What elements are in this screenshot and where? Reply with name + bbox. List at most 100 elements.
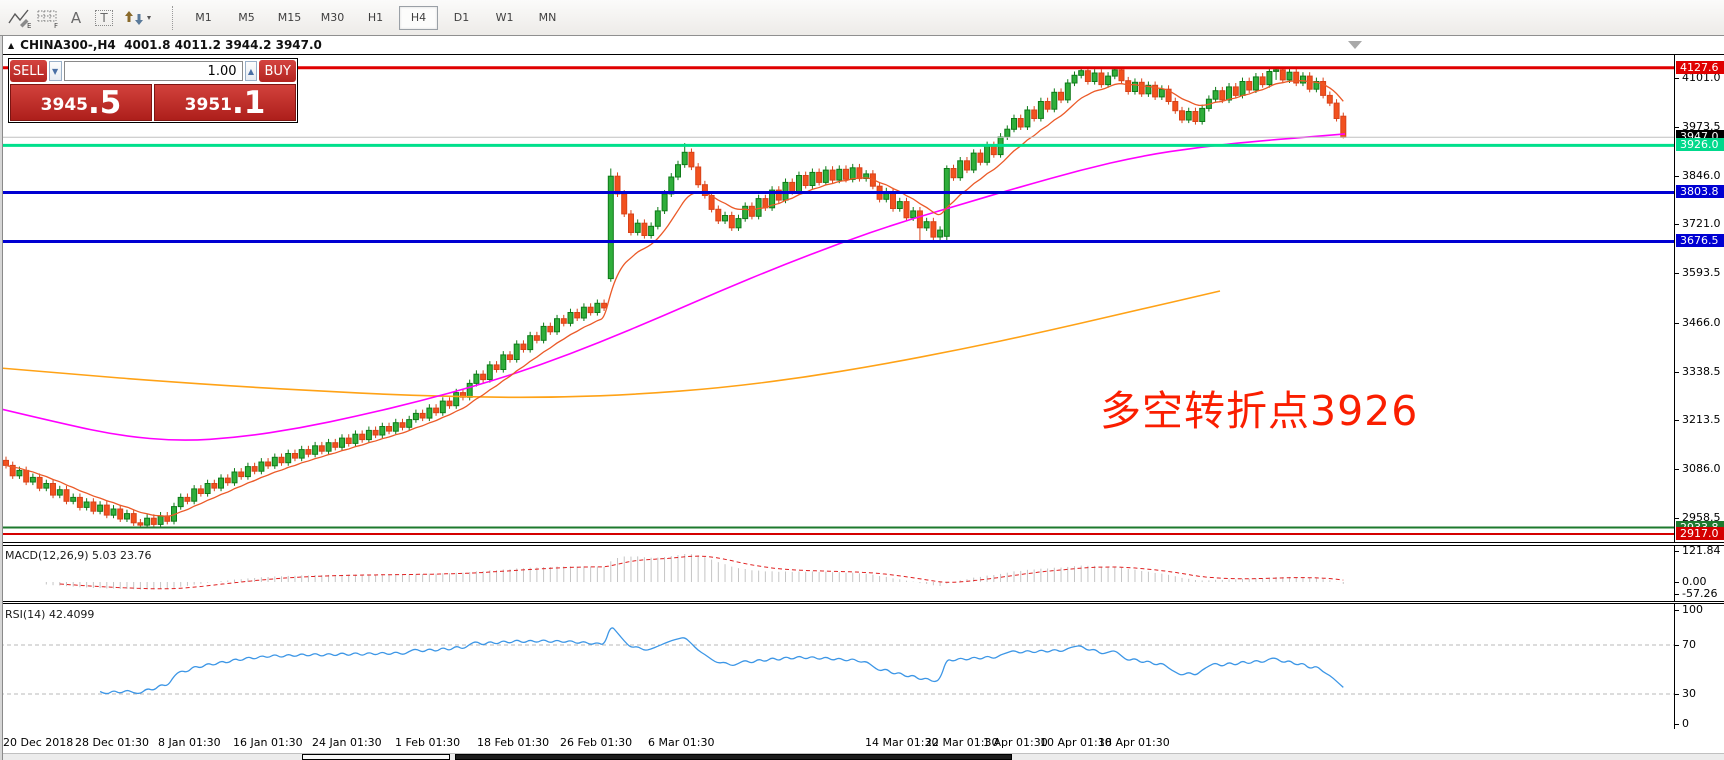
timeframe-button-M30[interactable]: M30 bbox=[320, 11, 345, 24]
rsi-plot[interactable] bbox=[0, 604, 1674, 729]
price-chart-plot[interactable] bbox=[0, 55, 1674, 542]
candle-down bbox=[762, 198, 769, 209]
candle-down bbox=[1044, 101, 1051, 110]
price-axis[interactable]: 4101.0 3973.5 3846.0 3721.0 3593.5 3466.0 3338… bbox=[1674, 55, 1724, 542]
candle-up bbox=[1286, 71, 1293, 81]
candle-up bbox=[937, 229, 944, 238]
chart-title-bar[interactable]: ▲ CHINA300-,H4 4001.8 4011.2 3944.2 3947.… bbox=[0, 36, 1724, 55]
candle-up bbox=[984, 144, 991, 163]
candle-down bbox=[856, 167, 863, 180]
axis-tick-dash bbox=[1675, 582, 1679, 583]
candle-up bbox=[1037, 101, 1044, 119]
candle-down bbox=[802, 175, 809, 186]
candle-down bbox=[533, 335, 540, 341]
ask-price-box[interactable]: 3951.1 bbox=[154, 84, 296, 121]
candle-up bbox=[312, 445, 319, 455]
candle-down bbox=[251, 466, 258, 472]
rsi-line bbox=[99, 627, 1344, 695]
candle-down bbox=[224, 477, 231, 484]
timeframe-button-M15[interactable]: M15 bbox=[277, 11, 302, 24]
candle-up bbox=[607, 175, 614, 280]
candle-up bbox=[1064, 82, 1071, 101]
timeframe-button-M1[interactable]: M1 bbox=[195, 11, 212, 24]
candle-down bbox=[628, 213, 634, 233]
rsi-plot-group bbox=[0, 627, 1674, 695]
candle-down bbox=[816, 171, 823, 183]
candle-up bbox=[1252, 76, 1259, 91]
candle-up bbox=[1226, 86, 1232, 101]
time-axis[interactable]: 20 Dec 2018 28 Dec 01:30 8 Jan 01:30 16 Jan… bbox=[0, 729, 1724, 753]
candle-up bbox=[56, 489, 63, 496]
macd-plot[interactable] bbox=[0, 546, 1674, 601]
collapse-arrow-icon[interactable]: ▲ bbox=[8, 41, 15, 50]
candle-down bbox=[318, 445, 325, 452]
candle-down bbox=[386, 426, 392, 432]
text-box-glyph: T bbox=[95, 9, 113, 26]
scroll-to-end-marker-icon[interactable] bbox=[1348, 41, 1362, 49]
one-click-trading-panel: SELL ▼ ▲ BUY 3945.5 3951.1 bbox=[8, 58, 298, 123]
candle-down bbox=[601, 302, 608, 309]
candle-down bbox=[1320, 81, 1327, 96]
candle-down bbox=[36, 476, 43, 489]
macd-pane[interactable]: 121.84 0.00 -57.26 MACD(12,26,9) 5.03 23.7… bbox=[0, 545, 1724, 602]
timeframe-button-MN[interactable]: MN bbox=[538, 11, 557, 24]
timeframe-button-W1[interactable]: W1 bbox=[495, 11, 514, 24]
candle-down bbox=[1084, 70, 1091, 82]
timeframe-button-M5[interactable]: M5 bbox=[238, 11, 255, 24]
candle-up bbox=[500, 354, 507, 370]
candle-down bbox=[520, 343, 527, 351]
axis-tick-dash bbox=[1675, 420, 1679, 421]
candle-down bbox=[789, 181, 796, 193]
price-badge: 3926.0 bbox=[1676, 138, 1724, 151]
axis-tick-label: 3086.0 bbox=[1682, 462, 1721, 475]
candle-down bbox=[1031, 109, 1038, 119]
candle-down bbox=[130, 513, 137, 524]
draw-channel-icon[interactable]: E bbox=[6, 5, 34, 31]
bid-price-main: 3945 bbox=[40, 95, 88, 115]
timeframe-button-H4[interactable]: H4 bbox=[399, 5, 438, 30]
price-chart-pane[interactable]: 4101.0 3973.5 3846.0 3721.0 3593.5 3466.0 3338… bbox=[0, 55, 1724, 543]
candle-down bbox=[150, 517, 157, 525]
text-box-icon[interactable]: T bbox=[90, 5, 118, 31]
candle-down bbox=[688, 151, 695, 168]
candle-up bbox=[1273, 69, 1280, 72]
volume-increase-button[interactable]: ▲ bbox=[244, 61, 258, 81]
candle-up bbox=[580, 306, 587, 319]
arrows-icon[interactable] bbox=[118, 5, 158, 31]
time-axis-label: 1 Apr 01:30 bbox=[983, 736, 1048, 749]
candle-down bbox=[3, 459, 9, 466]
axis-tick-dash bbox=[1675, 176, 1679, 177]
candle-up bbox=[722, 215, 728, 222]
buy-button[interactable]: BUY bbox=[259, 60, 296, 82]
minimized-window-segment[interactable] bbox=[455, 754, 1012, 760]
fibonacci-icon[interactable]: F bbox=[34, 5, 62, 31]
volume-input[interactable] bbox=[63, 61, 243, 81]
text-label-icon[interactable]: A bbox=[70, 8, 82, 27]
timeframe-button-H1[interactable]: H1 bbox=[367, 11, 384, 24]
candle-down bbox=[292, 453, 298, 459]
candle-down bbox=[977, 152, 984, 163]
sell-button[interactable]: SELL bbox=[10, 60, 47, 82]
candle-up bbox=[594, 302, 601, 313]
ma-mid-line bbox=[0, 133, 1346, 441]
candle-down bbox=[1293, 71, 1300, 84]
candle-up bbox=[392, 422, 399, 432]
time-axis-label: 18 Apr 01:30 bbox=[1098, 736, 1170, 749]
candle-up bbox=[412, 412, 419, 421]
candle-down bbox=[1058, 91, 1064, 101]
candle-down bbox=[1219, 90, 1226, 101]
candle-down bbox=[117, 508, 124, 520]
volume-decrease-button[interactable]: ▼ bbox=[48, 61, 62, 81]
candle-down bbox=[103, 504, 110, 516]
candle-up bbox=[648, 225, 655, 237]
candle-up bbox=[634, 222, 641, 233]
rsi-pane[interactable]: 100 70 30 0 RSI(14) 42.4099 bbox=[0, 603, 1724, 730]
candle-down bbox=[9, 464, 16, 477]
candle-up bbox=[258, 461, 265, 472]
candle-up bbox=[1111, 69, 1118, 77]
candle-up bbox=[1313, 81, 1320, 90]
timeframe-button-D1[interactable]: D1 bbox=[453, 11, 470, 24]
bid-price-box[interactable]: 3945.5 bbox=[10, 84, 152, 121]
minimized-window-segment[interactable] bbox=[302, 754, 450, 760]
axis-tick-label: 3466.0 bbox=[1682, 316, 1721, 329]
